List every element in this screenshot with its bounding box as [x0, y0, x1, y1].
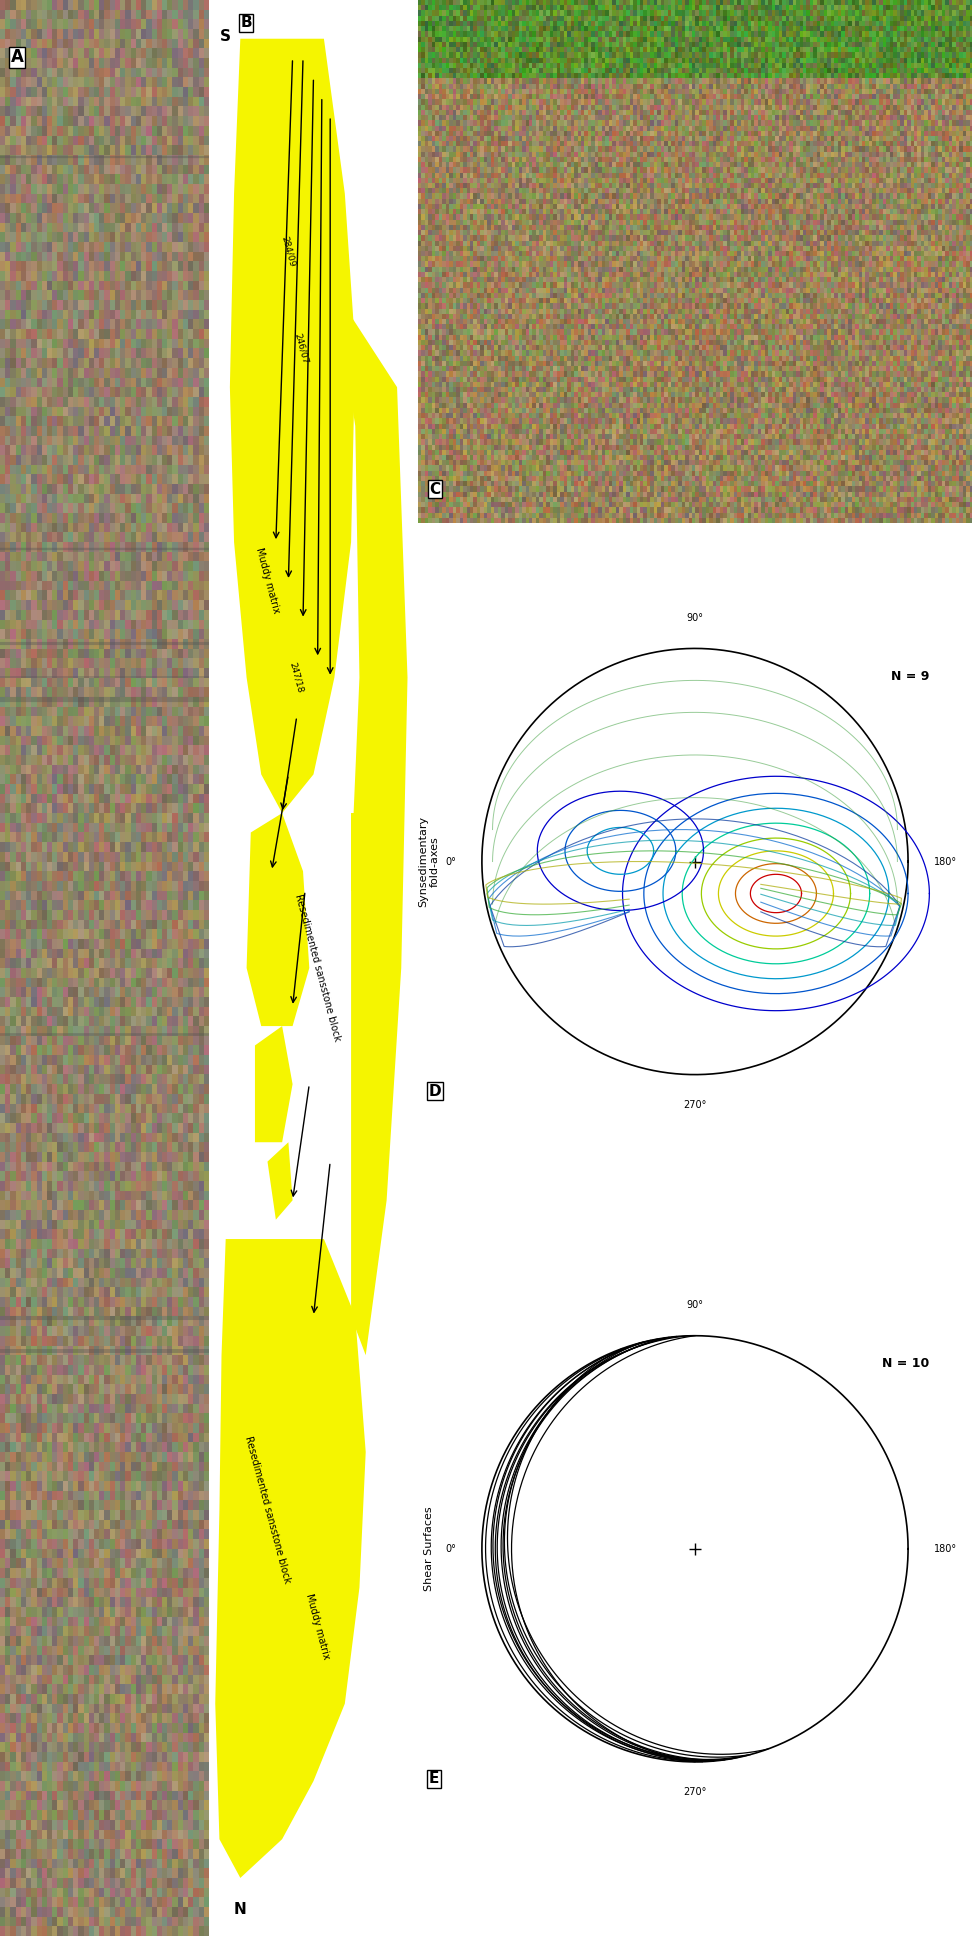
- Polygon shape: [360, 697, 376, 774]
- Text: D: D: [429, 1084, 441, 1100]
- Text: 90°: 90°: [686, 614, 704, 623]
- Text: Shear Surfaces: Shear Surfaces: [424, 1506, 434, 1591]
- Polygon shape: [267, 1142, 293, 1220]
- Polygon shape: [247, 813, 309, 1026]
- Polygon shape: [334, 290, 407, 1355]
- Polygon shape: [255, 1026, 293, 1142]
- Text: N = 9: N = 9: [891, 670, 929, 683]
- Text: 180°: 180°: [934, 856, 956, 867]
- Text: N: N: [234, 1901, 247, 1917]
- Text: 180°: 180°: [934, 1543, 956, 1555]
- Text: Muddy matrix: Muddy matrix: [254, 546, 281, 616]
- Text: 284/09: 284/09: [280, 236, 296, 267]
- Polygon shape: [215, 1239, 365, 1878]
- Text: Muddy matrix: Muddy matrix: [304, 1591, 331, 1661]
- Polygon shape: [356, 949, 372, 1007]
- Text: 246/07: 246/07: [293, 333, 309, 364]
- Text: E: E: [429, 1771, 439, 1787]
- Polygon shape: [351, 813, 372, 891]
- Text: Resedimented sansstone block: Resedimented sansstone block: [294, 892, 342, 1044]
- Text: 270°: 270°: [683, 1787, 707, 1797]
- Text: Resedimented sansstone block: Resedimented sansstone block: [243, 1435, 292, 1586]
- Text: 0°: 0°: [445, 856, 456, 867]
- Text: 270°: 270°: [683, 1100, 707, 1109]
- Polygon shape: [229, 39, 356, 813]
- Text: C: C: [429, 482, 440, 498]
- Text: 90°: 90°: [686, 1301, 704, 1311]
- Text: 247/18: 247/18: [289, 662, 305, 693]
- Text: S: S: [221, 29, 231, 45]
- Text: 0°: 0°: [445, 1543, 456, 1555]
- Text: Synsedimentary
fold-axes: Synsedimentary fold-axes: [418, 815, 439, 908]
- Text: N = 10: N = 10: [883, 1357, 929, 1371]
- Text: B: B: [240, 15, 252, 31]
- Text: A: A: [11, 48, 23, 66]
